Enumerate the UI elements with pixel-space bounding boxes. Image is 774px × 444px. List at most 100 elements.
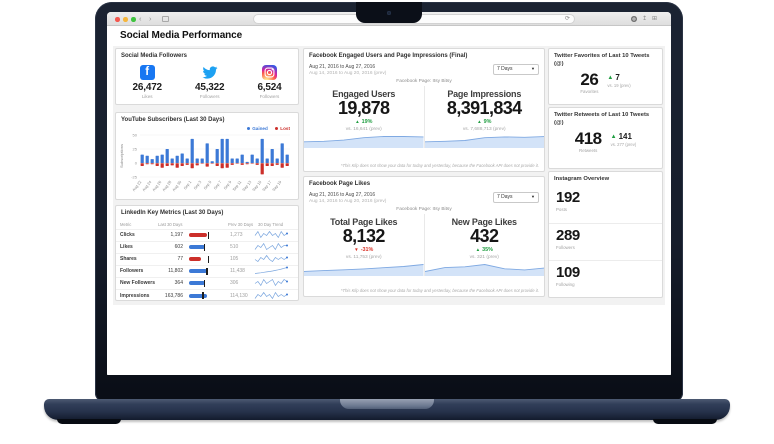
metric-bullet-bar xyxy=(186,243,228,251)
svg-text:Sep 7: Sep 7 xyxy=(213,180,222,190)
social-media-followers-card: Social Media Followers f 26,472 Likes xyxy=(115,48,299,105)
back-button[interactable]: ‹ xyxy=(139,14,142,23)
period-dropdown[interactable]: 7 Days ▼ xyxy=(493,63,539,75)
header-metric: Metric xyxy=(120,221,132,227)
linkedin-metric-row: New Followers 364 306 xyxy=(116,276,298,289)
bar-gained xyxy=(280,143,284,163)
followers-label: Followers xyxy=(556,245,575,251)
legend-gained-label: Gained xyxy=(252,126,268,131)
trend-sparkline xyxy=(254,266,288,275)
bar-gained xyxy=(265,158,269,163)
profile-icon[interactable] xyxy=(630,16,637,22)
chevron-down-icon: ▼ xyxy=(531,194,535,199)
bar-lost xyxy=(240,163,244,165)
date-range: Aug 21, 2016 to Aug 27, 2016 Aug 14, 201… xyxy=(309,64,386,76)
date-range: Aug 21, 2016 to Aug 27, 2016 Aug 14, 201… xyxy=(309,192,386,204)
laptop-screen-bezel: ‹ › ⟳ ↥ ⊞ Social Media Performance Soc xyxy=(95,2,683,402)
prev-marker xyxy=(208,255,210,263)
total-page-likes-metric: Total Page Likes 8,132 ▼ -31% vs. 11,753… xyxy=(304,214,424,276)
bar-lost xyxy=(265,163,269,166)
bar-gained xyxy=(205,143,209,163)
bar-lost xyxy=(185,163,189,165)
linkedin-metric-row: Followers 11,802 11,438 xyxy=(116,264,298,277)
linkedin-metrics-card: LinkedIn Key Metrics (Last 30 Days) Metr… xyxy=(115,205,299,301)
bar-lost xyxy=(255,163,259,165)
reload-icon[interactable]: ⟳ xyxy=(564,16,570,22)
metric-bullet-bar xyxy=(186,267,228,275)
bar-gained xyxy=(225,138,229,163)
delta-percent: -31% xyxy=(360,247,374,254)
svg-text:Aug 22: Aug 22 xyxy=(132,180,143,192)
card-title: Instagram Overview xyxy=(554,176,610,182)
metric-last30-value: 364 xyxy=(174,280,183,287)
delta-value: 141 xyxy=(618,132,632,142)
period-dropdown[interactable]: 7 Days ▼ xyxy=(493,191,539,203)
bar-gained xyxy=(220,138,224,163)
metric-last30-value: 11,802 xyxy=(168,268,183,275)
page-impressions-metric: Page Impressions 8,391,834 ▲ 9% vs. 7,68… xyxy=(423,85,544,148)
bar-gained xyxy=(190,138,194,163)
metric-value: 19,878 xyxy=(338,97,390,118)
bar-gained xyxy=(230,158,234,163)
metric-name: Shares xyxy=(120,256,137,263)
bar-lost xyxy=(145,163,149,165)
facebook-followers-label: Likes xyxy=(141,93,153,99)
svg-text:Subscriptions: Subscriptions xyxy=(119,144,124,168)
bar-lost xyxy=(250,163,254,164)
laptop-base xyxy=(44,399,730,420)
favorites-stat: 26 Favorites xyxy=(580,71,598,94)
followers-value: 289 xyxy=(556,226,580,244)
tabs-icon[interactable]: ⊞ xyxy=(651,15,657,22)
lost-dot-icon xyxy=(274,126,279,131)
bar-lost xyxy=(270,163,274,166)
legend-lost-label: Lost xyxy=(280,126,290,131)
trend-sparkline xyxy=(254,291,288,299)
prev-marker xyxy=(206,267,208,275)
twitter-followers-label: Followers xyxy=(199,93,220,99)
laptop-hinge-notch xyxy=(340,399,434,409)
browser-window: ‹ › ⟳ ↥ ⊞ Social Media Performance Soc xyxy=(107,12,671,375)
bar-lost xyxy=(165,163,169,166)
bar-lost xyxy=(170,163,174,166)
svg-text:Sep 9: Sep 9 xyxy=(223,180,232,190)
following-stat: 109 Following xyxy=(549,259,662,297)
prev-marker xyxy=(202,292,204,300)
delta-down-icon: ▼ xyxy=(354,247,359,252)
metric-value: 8,132 xyxy=(342,225,386,246)
svg-text:Sep 5: Sep 5 xyxy=(203,180,212,190)
facebook-icon: f xyxy=(139,64,155,80)
sidebar-toggle-icon[interactable] xyxy=(162,16,169,22)
instagram-icon xyxy=(261,64,277,80)
chart-legend: Gained Lost xyxy=(246,126,290,131)
metric-label: New Page Likes xyxy=(451,216,517,227)
previous-range: Aug 14, 2016 to Aug 20, 2016 (prev) xyxy=(309,70,387,76)
twitter-stat: 45,322 Followers xyxy=(195,65,225,99)
header-trend: 30 Day Trend xyxy=(258,221,284,227)
prev-marker xyxy=(203,243,206,251)
posts-label: Posts xyxy=(556,207,567,213)
minimize-button[interactable] xyxy=(123,17,128,22)
instagram-overview-card: Instagram Overview 192 Posts 289 Followe… xyxy=(548,171,663,298)
favorites-delta: ▲ 7 vs. 19 (prev) xyxy=(607,73,630,94)
forward-button[interactable]: › xyxy=(149,14,152,23)
window-controls xyxy=(115,17,136,22)
following-label: Following xyxy=(556,282,575,288)
card-title: LinkedIn Key Metrics (Last 30 Days) xyxy=(121,210,224,216)
followers-stat: 289 Followers xyxy=(549,222,662,260)
bar-gained xyxy=(150,159,154,163)
trend-sparkline xyxy=(254,255,288,263)
fullscreen-button[interactable] xyxy=(131,17,136,22)
close-button[interactable] xyxy=(115,17,120,22)
card-title: Social Media Followers xyxy=(121,53,188,59)
bar-gained xyxy=(195,158,199,163)
share-icon[interactable]: ↥ xyxy=(641,15,647,22)
bar-gained xyxy=(200,158,204,163)
bullet-bar xyxy=(189,269,207,274)
retweets-value: 418 xyxy=(574,129,602,149)
metric-name: Clicks xyxy=(120,232,135,239)
svg-text:0: 0 xyxy=(135,160,138,165)
bar-lost xyxy=(215,163,219,166)
dashboard-grid: Social Media Followers f 26,472 Likes xyxy=(113,46,665,305)
delta-up-icon: ▲ xyxy=(355,119,360,124)
